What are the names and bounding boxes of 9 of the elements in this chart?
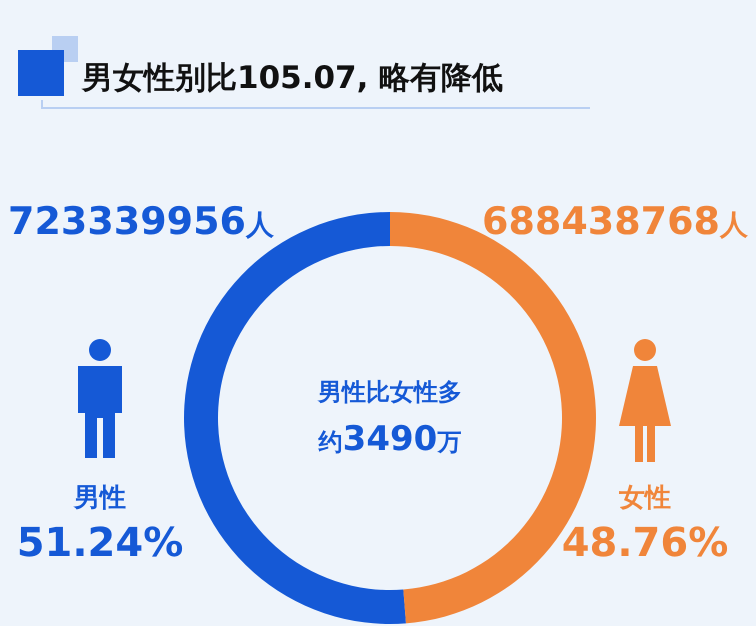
text: 男性比女性多 <box>317 378 462 406</box>
data-label: 723339956人 <box>8 199 275 243</box>
text: 51.24% <box>16 520 184 566</box>
slice-label: 男性 <box>73 483 126 513</box>
text: 约3490万 <box>318 419 462 459</box>
data-label: 688438768人 <box>482 199 749 243</box>
slice-label: 女性 <box>618 483 671 513</box>
text: 48.76% <box>562 520 728 566</box>
chart-title: 男女性别比105.07, 略有降低 <box>81 60 504 96</box>
